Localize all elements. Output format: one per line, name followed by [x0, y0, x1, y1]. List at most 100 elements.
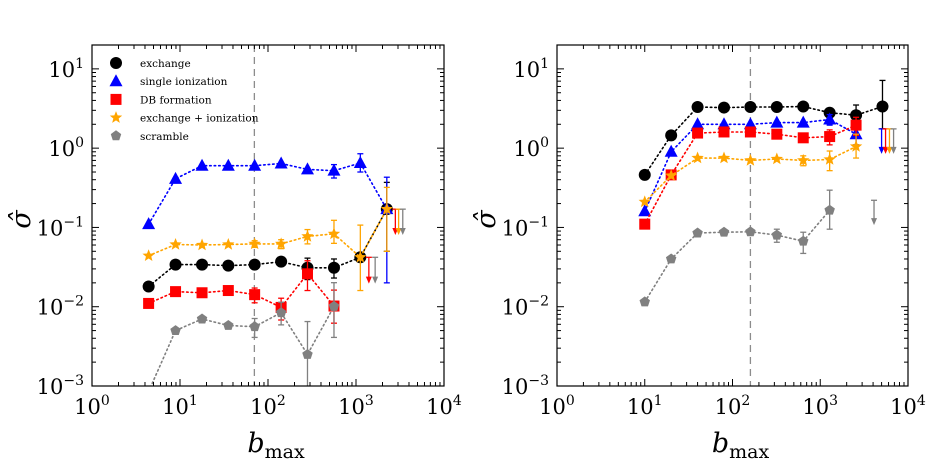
upper-limit-arrow — [365, 256, 372, 284]
plot-area — [142, 45, 406, 396]
data-point — [143, 297, 155, 309]
limit-head — [871, 218, 878, 226]
data-point — [717, 151, 731, 164]
data-point — [797, 153, 810, 166]
data-point — [248, 258, 261, 271]
data-point — [170, 325, 181, 336]
data-point — [143, 386, 153, 396]
data-point — [327, 163, 341, 176]
x-tick-label: 101 — [162, 393, 198, 419]
data-point — [717, 117, 731, 130]
data-point — [664, 144, 678, 157]
data-point — [876, 100, 889, 113]
data-point — [169, 237, 182, 250]
y-tick-label: 10−3 — [37, 373, 84, 399]
data-point — [169, 258, 182, 271]
data-point — [849, 139, 863, 152]
legend-marker — [110, 57, 122, 69]
left-panel: 100 101 102 103 104 10−3 10−2 10−1 100 101 bmax σ̂ e… — [6, 44, 462, 463]
data-point — [248, 158, 262, 171]
data-point — [744, 126, 756, 138]
data-point — [300, 162, 314, 175]
data-point — [850, 119, 862, 131]
legend-item: DB formation — [110, 93, 212, 106]
y-axis-title: σ̂ — [471, 209, 502, 229]
limit-head — [886, 146, 893, 154]
data-point — [798, 235, 809, 246]
x-tick-label: 102 — [715, 393, 751, 419]
data-point — [824, 204, 835, 215]
plot-area — [638, 45, 897, 386]
data-point — [770, 152, 784, 165]
x-axis-title: bmax — [247, 428, 305, 463]
legend-label: scramble — [140, 131, 189, 143]
data-point — [222, 259, 235, 272]
x-tick-label: 101 — [627, 393, 663, 419]
x-tick-label: 100 — [74, 393, 110, 419]
data-point — [796, 115, 810, 128]
data-point — [691, 151, 704, 164]
axes-frame — [556, 44, 909, 387]
data-point — [638, 204, 652, 217]
data-point — [222, 237, 235, 250]
y-tick-label: 101 — [48, 56, 84, 82]
limit-head — [395, 228, 402, 236]
data-point — [691, 101, 704, 114]
data-point — [797, 132, 809, 144]
data-point — [301, 229, 314, 242]
ticks — [91, 44, 445, 387]
data-point — [196, 258, 209, 271]
data-point — [353, 155, 367, 168]
legend-item: single ionization — [109, 74, 228, 88]
legend-item: exchange — [110, 57, 191, 70]
data-point — [718, 226, 730, 237]
data-point — [771, 128, 783, 140]
data-point — [142, 217, 156, 230]
series-exchange-ionization — [142, 186, 393, 292]
data-point — [327, 261, 340, 274]
data-point — [302, 348, 313, 359]
x-tick-label: 103 — [338, 393, 374, 419]
data-point — [743, 117, 757, 130]
data-point — [274, 156, 288, 169]
data-point — [744, 101, 757, 114]
legend-item: scramble — [110, 130, 189, 143]
legend-label: exchange — [140, 58, 191, 70]
x-tick-label: 104 — [890, 393, 926, 419]
limit-head — [878, 146, 885, 154]
data-point — [718, 126, 730, 138]
series-line — [147, 208, 388, 288]
series-scramble — [143, 282, 340, 396]
data-point — [380, 202, 393, 215]
series-exchange — [142, 181, 393, 293]
data-point — [142, 280, 155, 293]
legend-marker — [109, 74, 123, 87]
data-point — [850, 109, 863, 122]
legend: exchange single ionization DB formation exc… — [109, 57, 259, 143]
data-point — [301, 268, 313, 280]
data-point — [824, 131, 836, 143]
upper-limit-arrow — [878, 128, 885, 154]
data-point — [327, 227, 341, 240]
legend-marker — [110, 130, 122, 141]
data-point — [745, 226, 756, 237]
series-line — [147, 162, 388, 225]
data-point — [354, 250, 367, 263]
data-point — [665, 253, 677, 264]
series-line — [643, 105, 884, 176]
data-point — [692, 127, 704, 139]
data-point — [717, 101, 730, 114]
series-scramble — [639, 189, 835, 307]
y-tick-label: 10−3 — [502, 373, 549, 399]
data-point — [169, 171, 183, 184]
legend-item: exchange + ionization — [109, 111, 259, 125]
data-point — [196, 313, 208, 324]
series-line — [643, 118, 857, 213]
data-point — [797, 100, 810, 113]
limit-head — [399, 228, 406, 236]
data-point — [638, 195, 651, 208]
data-point — [639, 218, 651, 230]
right-panel: 100 101 102 103 104 10−3 10−2 10−1 100 101 bmax σ̂ — [471, 44, 926, 463]
data-point — [142, 249, 155, 261]
ticks — [556, 44, 909, 387]
